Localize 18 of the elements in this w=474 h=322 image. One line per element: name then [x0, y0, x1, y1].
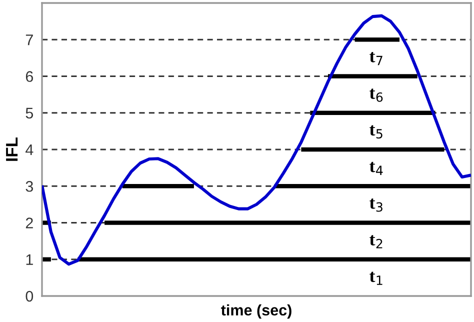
y-tick-label: 7 — [26, 34, 33, 46]
annotation: t$_{7}$ — [370, 52, 382, 66]
y-axis-title: IFL — [6, 138, 18, 161]
annotation: t$_{4}$ — [370, 162, 383, 175]
annotation: t$_{2}$ — [370, 235, 382, 248]
y-tick-label: 0 — [26, 290, 34, 302]
annotation: t$_{1}$ — [370, 272, 382, 285]
x-axis-title: time (sec) — [221, 304, 292, 319]
annotation: t$_{6}$ — [370, 88, 383, 102]
annotation: t$_{5}$ — [370, 125, 382, 139]
annotation: t$_{3}$ — [370, 198, 382, 212]
y-tick-label: 5 — [26, 108, 34, 119]
y-tick-label: 4 — [26, 144, 34, 156]
y-tick-label: 1 — [26, 254, 33, 265]
y-tick-label: 3 — [26, 180, 33, 192]
y-tick-label: 2 — [26, 218, 33, 228]
line-series — [42, 14, 471, 266]
y-tick-label: 6 — [26, 71, 33, 82]
